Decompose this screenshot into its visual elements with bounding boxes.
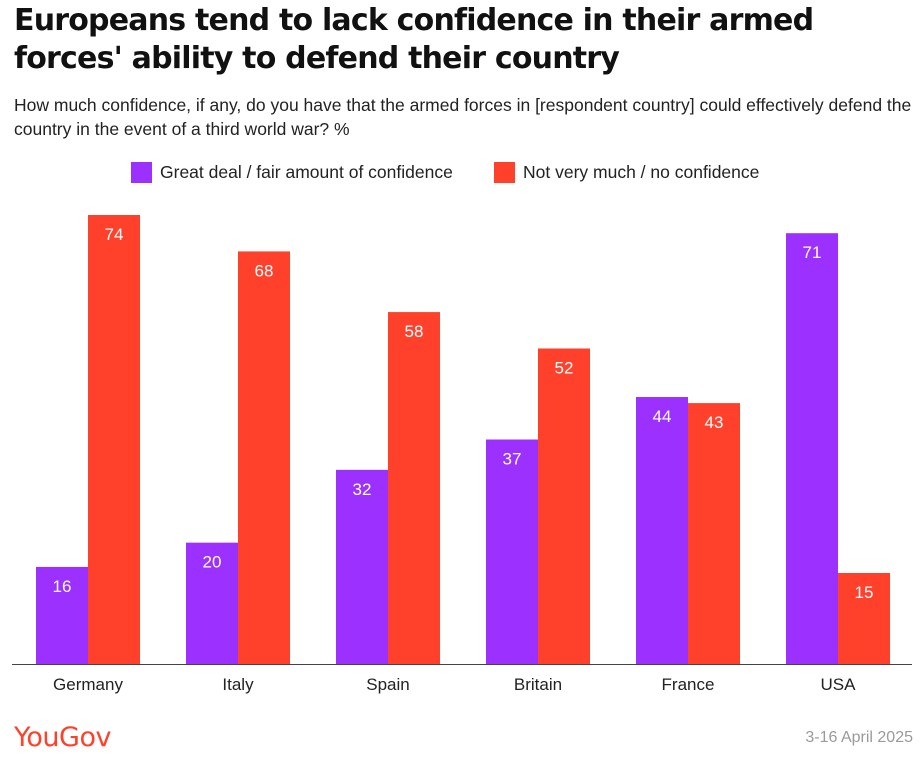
data-label-italy-not-confident: 68 xyxy=(255,261,274,280)
chart-subtitle: How much confidence, if any, do you have… xyxy=(14,95,912,139)
bar-britain-not-confident xyxy=(538,348,590,664)
bar-britain-confident xyxy=(486,439,538,664)
bar-italy-confident xyxy=(186,542,238,664)
x-tick-label-germany: Germany xyxy=(53,675,123,694)
bar-germany-confident xyxy=(36,566,88,664)
data-label-germany-confident: 16 xyxy=(53,577,72,596)
x-tick-label-france: France xyxy=(662,675,715,694)
bar-france-not-confident xyxy=(688,403,740,664)
data-label-usa-confident: 71 xyxy=(803,243,822,262)
data-label-france-confident: 44 xyxy=(653,407,672,426)
data-label-usa-not-confident: 15 xyxy=(855,583,874,602)
x-tick-label-britain: Britain xyxy=(514,675,562,694)
x-tick-label-usa: USA xyxy=(821,675,857,694)
legend: Great deal / fair amount of confidence N… xyxy=(0,160,923,184)
legend-item-confident: Great deal / fair amount of confidence xyxy=(131,160,453,184)
data-label-france-not-confident: 43 xyxy=(705,413,724,432)
legend-item-not-confident: Not very much / no confidence xyxy=(494,160,759,184)
data-label-germany-not-confident: 74 xyxy=(105,225,124,244)
data-label-britain-confident: 37 xyxy=(503,450,522,469)
bar-italy-not-confident xyxy=(238,251,290,665)
bar-germany-not-confident xyxy=(88,215,140,664)
bar-france-confident xyxy=(636,397,688,664)
bar-spain-confident xyxy=(336,469,388,664)
data-label-spain-not-confident: 58 xyxy=(405,322,424,341)
bar-usa-confident xyxy=(786,233,838,664)
chart-title: Europeans tend to lack confidence in the… xyxy=(14,3,814,76)
legend-swatch-confident xyxy=(131,161,152,183)
legend-label-not-confident: Not very much / no confidence xyxy=(523,161,760,182)
x-tick-label-spain: Spain xyxy=(366,675,409,694)
survey-date: 3-16 April 2025 xyxy=(805,729,913,746)
legend-label-confident: Great deal / fair amount of confidence xyxy=(160,161,453,182)
legend-swatch-not-confident xyxy=(494,161,515,183)
bar-usa-not-confident xyxy=(838,572,890,664)
data-label-italy-confident: 20 xyxy=(203,553,222,572)
data-label-spain-confident: 32 xyxy=(353,480,372,499)
bar-spain-not-confident xyxy=(388,312,440,664)
yougov-logo: YouGov xyxy=(14,722,111,753)
data-label-britain-not-confident: 52 xyxy=(555,358,574,377)
x-tick-label-italy: Italy xyxy=(222,675,254,694)
